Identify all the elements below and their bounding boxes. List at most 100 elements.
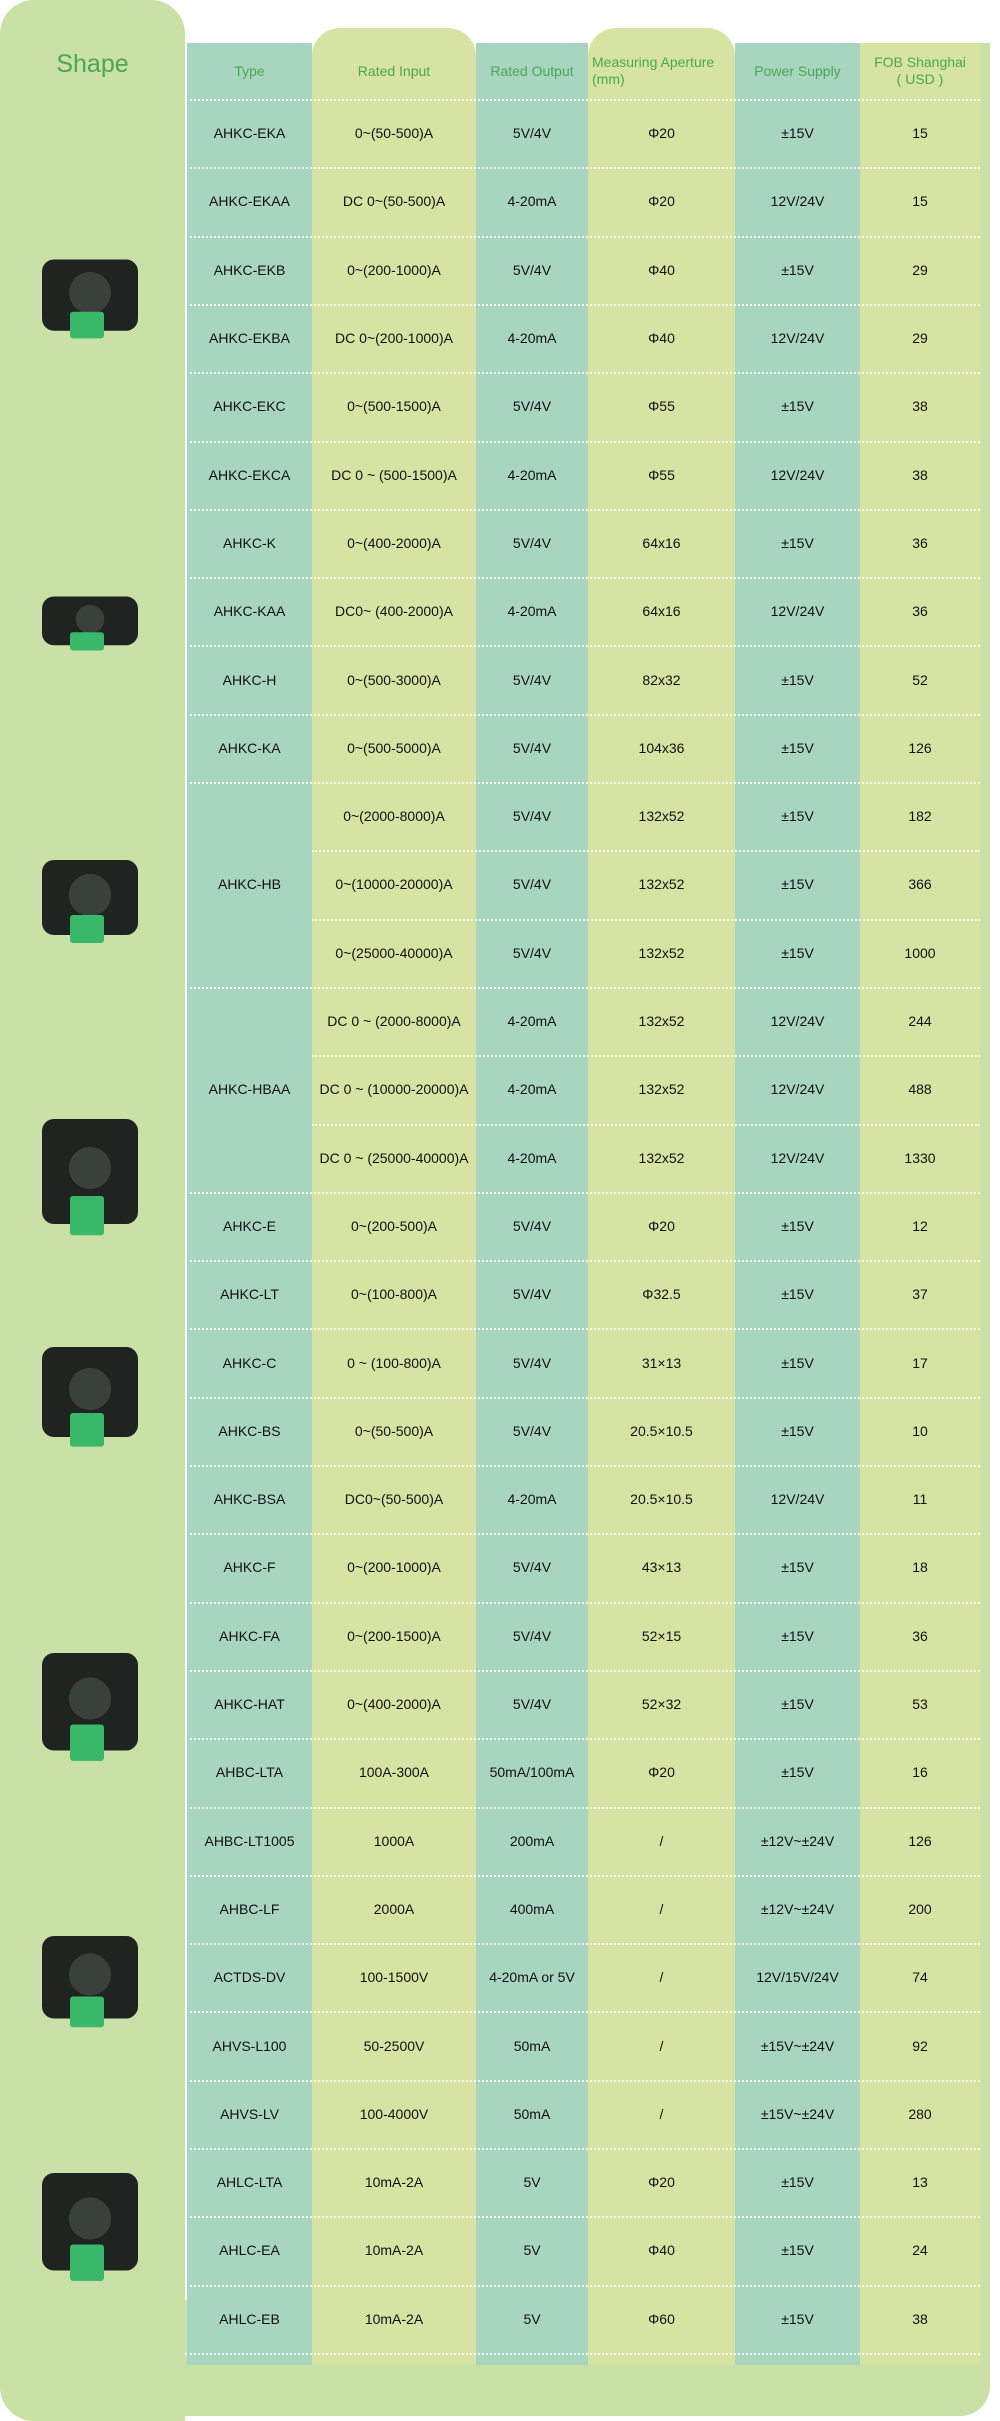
input-cell: DC 0~(200-1000)A bbox=[335, 330, 453, 347]
row-divider bbox=[185, 440, 980, 443]
output-cell: 5V/4V bbox=[512, 671, 552, 688]
type-cell: AHLC-EA bbox=[219, 2242, 280, 2259]
aperture-cell: / bbox=[659, 1969, 664, 1986]
input-cell: 1000A bbox=[373, 1832, 415, 1849]
power-cell: ±15V bbox=[781, 261, 814, 278]
input-cell: DC 0 ~ (25000-40000)A bbox=[319, 1149, 469, 1166]
power-cell: 12V/24V bbox=[770, 330, 825, 347]
aperture-cell: 82x32 bbox=[642, 671, 681, 688]
header-aperture: Measuring Aperture (mm) bbox=[592, 54, 715, 87]
power-cell: ±15V bbox=[781, 125, 814, 142]
aperture-cell: 52×15 bbox=[641, 1627, 682, 1644]
leakage-sensor-image bbox=[30, 2160, 150, 2290]
row-divider bbox=[185, 1465, 980, 1467]
aperture-column bbox=[588, 28, 735, 2365]
row-divider bbox=[312, 1055, 980, 1058]
output-cell: 50mA bbox=[513, 2105, 551, 2122]
type-cell: AHKC-LT bbox=[220, 1286, 279, 1303]
row-divider bbox=[185, 235, 980, 238]
output-cell: 5V/4V bbox=[512, 398, 552, 415]
output-cell: 5V bbox=[523, 2310, 541, 2327]
power-cell: ±15V bbox=[781, 1286, 814, 1303]
price-cell: 37 bbox=[912, 1286, 928, 1303]
type-cell: AHKC-KAA bbox=[213, 603, 286, 620]
input-cell: 0~(500-5000)A bbox=[347, 739, 441, 756]
type-cell: AHKC-C bbox=[222, 1354, 277, 1371]
input-cell: 0 ~ (100-800)A bbox=[347, 1354, 441, 1371]
type-cell: AHKC-HBAA bbox=[208, 1081, 291, 1098]
input-cell: 10mA-2A bbox=[364, 2174, 424, 2191]
row-divider bbox=[185, 713, 980, 716]
output-cell: 4-20mA bbox=[507, 1149, 557, 1166]
output-cell: 4-20mA bbox=[507, 193, 557, 210]
price-cell: 12 bbox=[912, 1217, 928, 1234]
power-cell: ±12V~±24V bbox=[760, 1900, 835, 1917]
aperture-cell: 104x36 bbox=[638, 739, 685, 756]
type-cell: AHBC-LTA bbox=[215, 1764, 284, 1781]
type-cell: AHKC-EKB bbox=[213, 261, 286, 278]
aperture-cell: 64x16 bbox=[642, 603, 681, 620]
header-power: Power Supply bbox=[754, 62, 841, 79]
output-cell: 5V/4V bbox=[512, 739, 552, 756]
output-cell: 200mA bbox=[509, 1832, 555, 1849]
row-divider bbox=[185, 1806, 980, 1809]
power-cell: ±15V bbox=[781, 1559, 814, 1576]
type-cell: AHKC-E bbox=[223, 1217, 276, 1234]
aperture-cell: 64x16 bbox=[642, 534, 681, 551]
input-cell: 0~(500-3000)A bbox=[347, 671, 441, 688]
aperture-cell: Φ40 bbox=[648, 2242, 675, 2259]
input-cell: 100A-300A bbox=[358, 1764, 430, 1781]
row-divider bbox=[185, 1601, 980, 1604]
type-cell: AHKC-HAT bbox=[214, 1696, 285, 1713]
power-cell: ±15V bbox=[781, 2310, 814, 2327]
aperture-cell: 20.5×10.5 bbox=[630, 1422, 693, 1439]
type-cell: AHKC-EKC bbox=[213, 398, 286, 415]
input-cell: DC0~ (400-2000)A bbox=[335, 603, 453, 620]
output-cell: 5V/4V bbox=[512, 1217, 552, 1234]
price-cell: 52 bbox=[912, 671, 928, 688]
power-cell: ±15V bbox=[781, 671, 814, 688]
row-divider bbox=[185, 303, 980, 306]
type-cell: AHBC-LF bbox=[219, 1900, 280, 1917]
type-cell: AHKC-KA bbox=[218, 739, 281, 756]
type-cell: ACTDS-DV bbox=[213, 1969, 286, 1986]
type-cell: AHKC-F bbox=[223, 1559, 276, 1576]
row-divider bbox=[185, 508, 980, 511]
row-divider bbox=[185, 1396, 980, 1399]
output-cell: 5V bbox=[523, 2242, 541, 2259]
row-divider bbox=[185, 2148, 980, 2150]
price-cell: 15 bbox=[912, 125, 928, 142]
aperture-cell: Φ40 bbox=[648, 330, 675, 347]
power-cell: ±15V bbox=[781, 534, 814, 551]
price-cell: 126 bbox=[908, 739, 932, 756]
rectangular-sensor-image bbox=[30, 590, 150, 655]
output-cell: 4-20mA bbox=[507, 466, 557, 483]
row-divider bbox=[185, 1328, 980, 1331]
power-cell: ±15V bbox=[781, 398, 814, 415]
power-cell: ±15V bbox=[781, 1764, 814, 1781]
type-cell: AHKC-HB bbox=[217, 876, 281, 893]
output-cell: 4-20mA or 5V bbox=[489, 1969, 575, 1986]
output-cell: 5V/4V bbox=[512, 1627, 552, 1644]
compact-sensor-image bbox=[30, 1335, 150, 1455]
output-cell: 5V/4V bbox=[512, 1286, 552, 1303]
input-cell: 0~(500-1500)A bbox=[347, 398, 441, 415]
row-divider bbox=[185, 1669, 980, 1672]
input-cell: 0~(25000-40000)A bbox=[335, 944, 453, 961]
type-cell: AHKC-FA bbox=[219, 1627, 280, 1644]
input-cell: 0~(10000-20000)A bbox=[335, 876, 453, 893]
power-cell: 12V/24V bbox=[770, 1149, 825, 1166]
power-cell: 12V/24V bbox=[770, 1013, 825, 1030]
row-divider bbox=[312, 918, 980, 921]
output-cell: 4-20mA bbox=[507, 1013, 557, 1030]
large-window-sensor-image bbox=[30, 850, 150, 950]
header-rated-input: Rated Input bbox=[357, 62, 431, 79]
price-cell: 1000 bbox=[904, 944, 936, 961]
type-cell: AHKC-EKBA bbox=[209, 330, 290, 347]
price-cell: 17 bbox=[912, 1354, 928, 1371]
power-column bbox=[735, 43, 860, 2365]
power-cell: ±15V bbox=[781, 1217, 814, 1234]
row-divider bbox=[185, 1874, 980, 1877]
input-cell: 100-4000V bbox=[359, 2105, 429, 2122]
row-divider bbox=[312, 1123, 980, 1126]
